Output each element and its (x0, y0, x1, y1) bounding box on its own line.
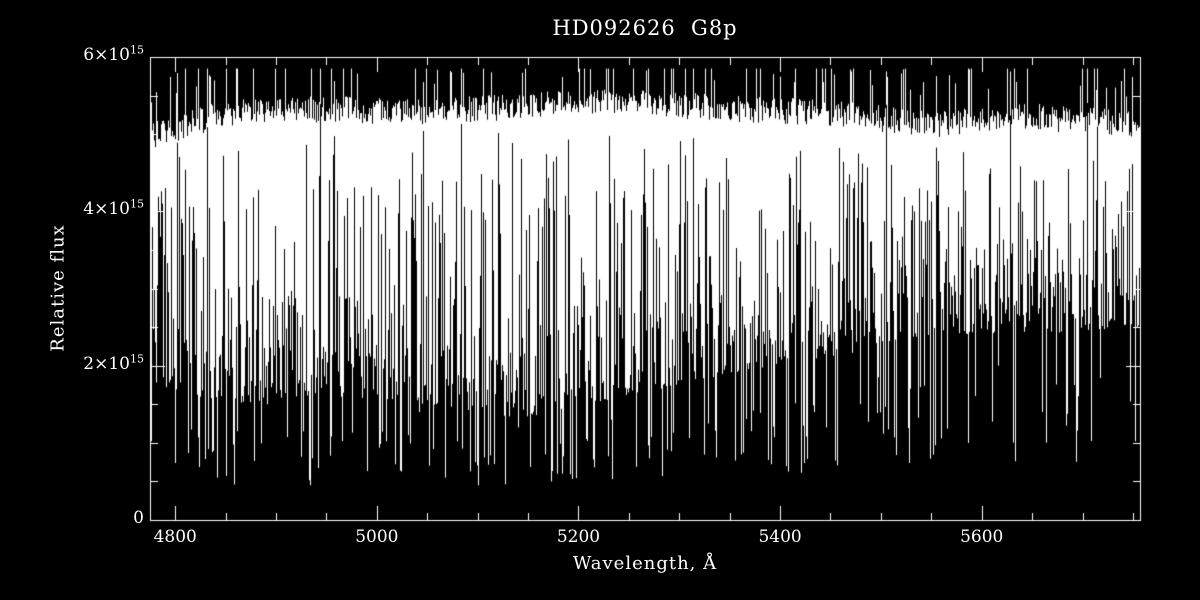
x-tick-label: 4800 (153, 527, 197, 547)
y-tick-label: 0 (133, 508, 144, 528)
x-tick-label: 5600 (960, 527, 1004, 547)
y-tick-label: 6×1015 (83, 43, 144, 65)
x-tick-label: 5200 (556, 527, 601, 547)
x-tick-label: 5400 (758, 527, 802, 547)
y-tick-label: 2×1015 (83, 352, 144, 374)
x-tick-label: 5000 (355, 527, 399, 547)
y-axis-title: Relative flux (47, 224, 69, 352)
chart-title: HD092626 G8p (552, 16, 738, 40)
x-axis-title: Wavelength, Å (572, 553, 718, 574)
y-tick-label: 4×1015 (83, 197, 144, 220)
